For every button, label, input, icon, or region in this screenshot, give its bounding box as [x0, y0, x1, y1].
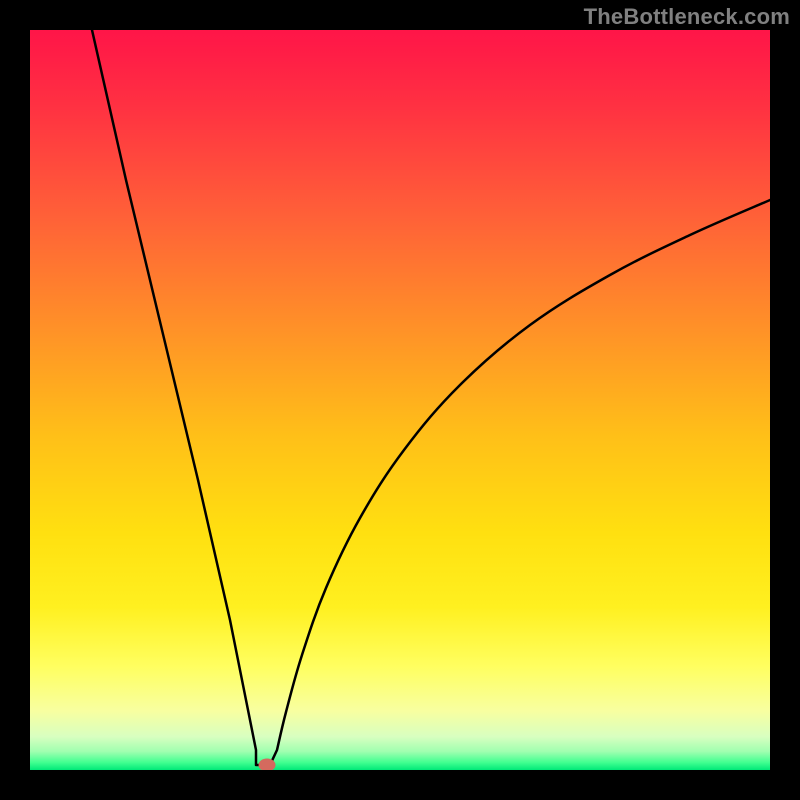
optimum-marker — [259, 759, 275, 770]
gradient-background — [30, 30, 770, 770]
plot-area — [30, 30, 770, 770]
watermark-text: TheBottleneck.com — [584, 4, 790, 30]
chart-frame: TheBottleneck.com — [0, 0, 800, 800]
bottleneck-chart — [30, 30, 770, 770]
